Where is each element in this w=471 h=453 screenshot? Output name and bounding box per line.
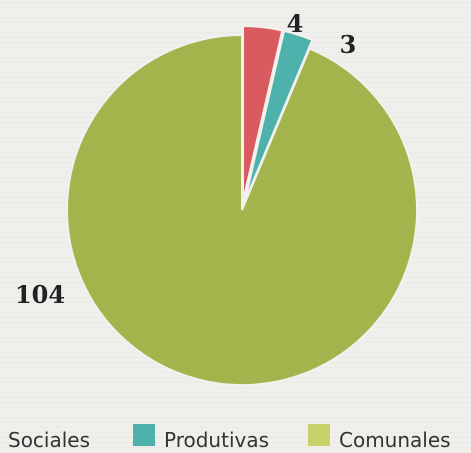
pie-slice-sociales [242,25,284,202]
data-label-sociales: 4 [287,9,304,38]
data-labels: 4 3 104 [15,9,356,309]
pie-slice-comunales [66,33,418,386]
legend-label-comunales: Comunales [339,428,451,452]
data-label-comunales: 104 [15,280,65,309]
legend: Sociales Produtivas Comunales [8,424,451,452]
legend-label-produtivas: Produtivas [164,428,269,452]
pie-slices [66,25,418,386]
pie-slice-produtivas [243,29,314,202]
legend-swatch-produtivas [133,424,155,446]
legend-label-sociales: Sociales [8,428,90,452]
legend-swatch-comunales [308,424,330,446]
data-label-produtivas: 3 [340,30,357,59]
